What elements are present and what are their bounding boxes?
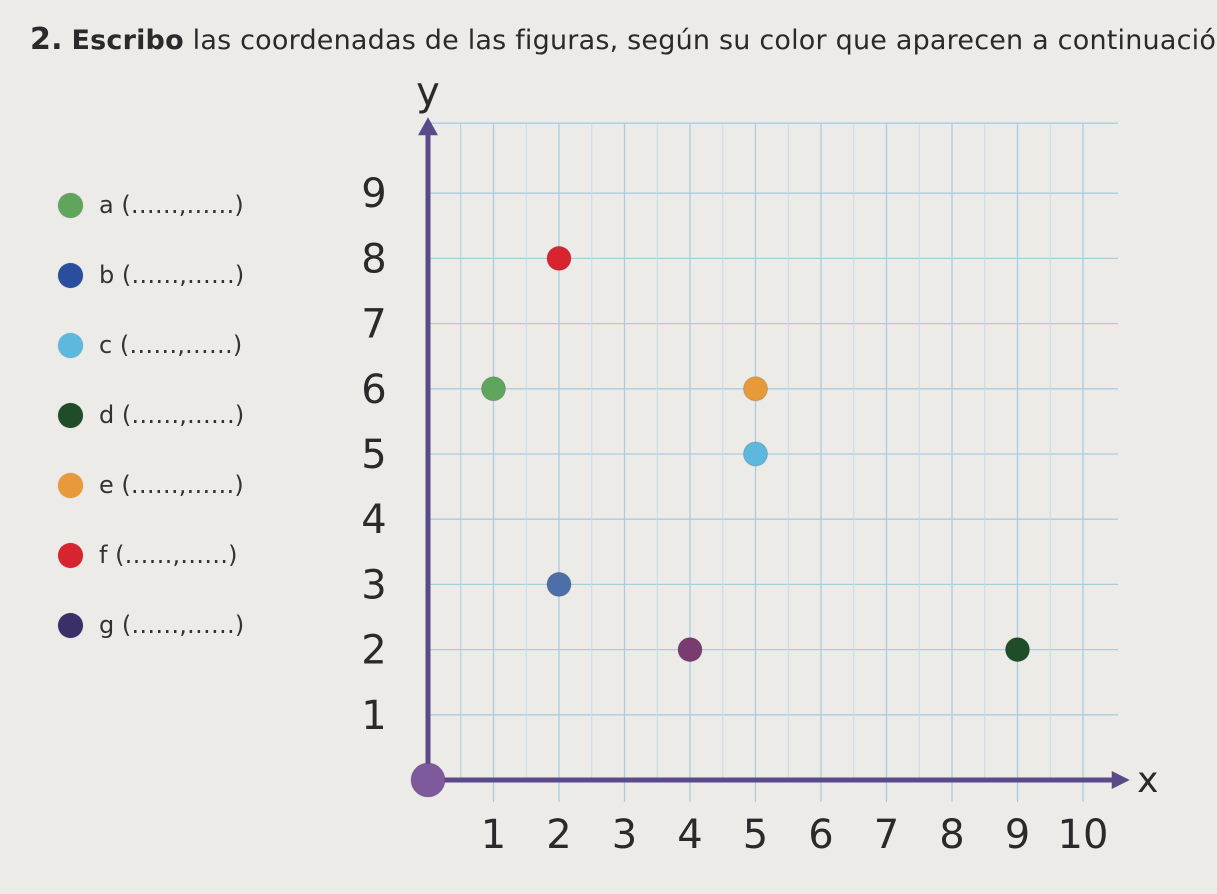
answer-item-a: a (……,……): [58, 190, 244, 220]
orange-dot-icon: [58, 472, 83, 498]
title-text: las coordenadas de las figuras, según su…: [192, 25, 1217, 56]
y-tick-label: 6: [361, 367, 386, 413]
y-tick-label: 1: [361, 693, 386, 739]
y-axis-arrow-icon: [418, 117, 438, 136]
answer-blank-c[interactable]: c (……,……): [99, 331, 243, 359]
x-tick-label: 10: [1058, 812, 1109, 858]
blue-dot-icon: [58, 262, 83, 288]
answer-blank-g[interactable]: g (……,……): [99, 611, 245, 639]
y-tick-label: 7: [361, 302, 386, 348]
answer-blank-d[interactable]: d (……,……): [99, 401, 245, 429]
title-bold-word: Escribo: [71, 25, 184, 56]
data-point: [743, 441, 768, 467]
answer-blank-b[interactable]: b (……,……): [99, 261, 245, 289]
purple-dot-icon: [58, 612, 83, 638]
data-point: [410, 762, 446, 798]
data-point: [677, 637, 703, 663]
answer-item-g: g (……,……): [58, 610, 244, 640]
answer-item-c: c (……,……): [58, 330, 242, 360]
x-axis-arrow-icon: [1111, 771, 1130, 789]
data-point: [546, 571, 572, 597]
data-point: [1005, 637, 1030, 663]
y-tick-label: 9: [361, 171, 386, 217]
answer-item-d: d (……,……): [58, 400, 244, 430]
y-tick-label: 4: [361, 497, 386, 543]
answer-item-f: f (……,……): [58, 540, 237, 570]
data-point: [546, 245, 572, 271]
green-dot-icon: [58, 192, 83, 218]
x-tick-label: 4: [677, 812, 702, 858]
x-tick-label: 8: [939, 812, 964, 858]
x-tick-label: 5: [743, 812, 768, 858]
y-tick-label: 8: [361, 236, 386, 282]
answer-item-b: b (……,……): [58, 260, 244, 290]
data-point: [481, 376, 506, 402]
x-tick-label: 6: [808, 812, 833, 858]
y-tick-label: 2: [361, 628, 386, 674]
x-tick-label: 2: [546, 812, 571, 858]
x-tick-label: 3: [612, 812, 637, 858]
dark-green-dot-icon: [58, 402, 83, 428]
y-tick-label: 3: [361, 562, 386, 608]
answer-blank-a[interactable]: a (……,……): [99, 191, 244, 219]
answer-item-e: e (……,……): [58, 470, 244, 500]
y-tick-label: 5: [361, 432, 386, 478]
exercise-title: 2. Escribo las coordenadas de las figura…: [30, 22, 1217, 57]
light-blue-dot-icon: [58, 332, 83, 358]
x-tick-label: 7: [874, 812, 899, 858]
exercise-number: 2.: [30, 22, 63, 57]
answer-blank-f[interactable]: f (……,……): [99, 541, 238, 569]
y-axis-label: y: [416, 69, 440, 115]
x-axis-label: x: [1137, 760, 1158, 801]
x-tick-label: 9: [1005, 812, 1030, 858]
answer-blank-e[interactable]: e (……,……): [99, 471, 244, 499]
data-point: [743, 376, 768, 402]
red-dot-icon: [58, 542, 83, 568]
x-tick-label: 1: [481, 812, 506, 858]
